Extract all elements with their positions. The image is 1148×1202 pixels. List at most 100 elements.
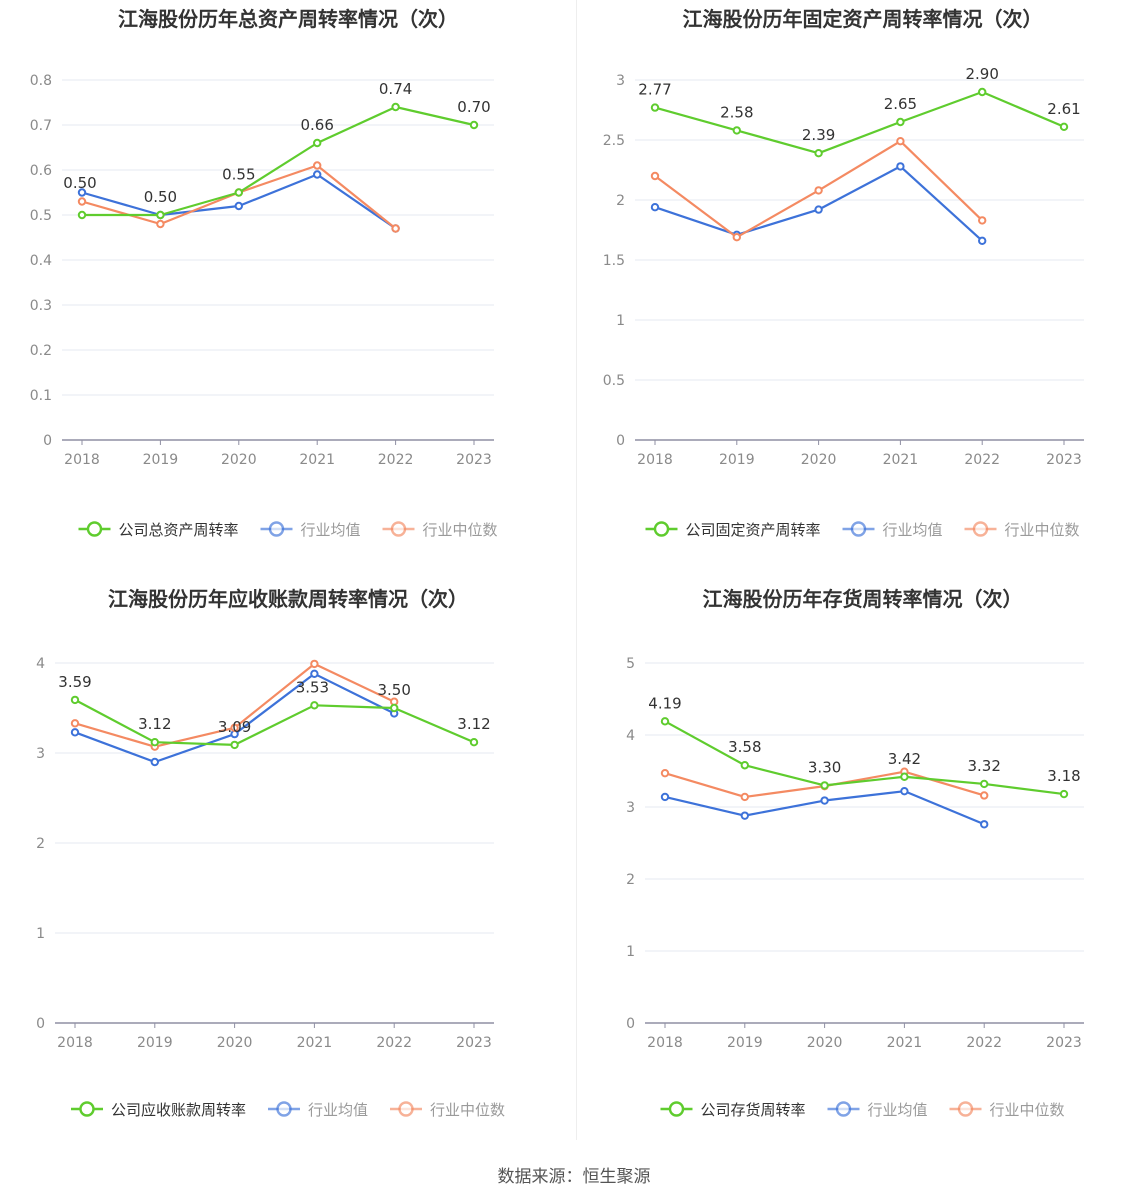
y-tick-label: 0 xyxy=(43,433,52,449)
y-tick-label: 0.6 xyxy=(30,163,52,179)
legend-item-average[interactable]: 行业均值 xyxy=(260,521,361,539)
legend-item-company[interactable]: 公司应收账款周转率 xyxy=(71,1101,246,1119)
legend-label: 公司应收账款周转率 xyxy=(111,1101,246,1119)
y-tick-label: 1.5 xyxy=(603,253,625,269)
chart-total-asset-turnover-svg: 江海股份历年总资产周转率情况（次）00.10.20.30.40.50.60.70… xyxy=(30,7,498,539)
x-tick-label: 2021 xyxy=(299,452,335,468)
y-tick-label: 0.5 xyxy=(30,208,52,224)
data-point-average xyxy=(70,728,80,737)
data-point-average xyxy=(313,170,322,179)
series-line-average xyxy=(654,165,983,242)
data-point-median xyxy=(77,197,87,206)
data-point-company xyxy=(313,138,322,148)
legend-item-median[interactable]: 行业中位数 xyxy=(382,521,498,539)
data-point-company xyxy=(469,738,479,747)
data-point-median xyxy=(980,791,989,800)
legend-marker-circle xyxy=(972,521,989,537)
data-label: 2.90 xyxy=(965,65,998,83)
legend-item-company[interactable]: 公司固定资产周转率 xyxy=(645,521,821,539)
legend-item-company[interactable]: 公司存货周转率 xyxy=(660,1101,806,1119)
x-tick-label: 2022 xyxy=(378,452,414,468)
data-point-company xyxy=(469,120,479,130)
data-point-average xyxy=(820,796,829,805)
data-point-average xyxy=(650,203,660,212)
chart-title: 江海股份历年应收账款周转率情况（次） xyxy=(108,587,468,611)
data-label: 2.65 xyxy=(884,95,917,113)
series-line-company xyxy=(664,720,1065,796)
data-point-company xyxy=(391,102,400,112)
data-label: 2.61 xyxy=(1047,100,1080,118)
x-tick-label: 2019 xyxy=(137,1035,173,1051)
y-tick-label: 2 xyxy=(36,836,45,852)
data-label: 3.50 xyxy=(377,681,410,699)
legend-item-average[interactable]: 行业均值 xyxy=(842,521,943,539)
chart-title: 江海股份历年存货周转率情况（次） xyxy=(703,587,1023,611)
legend-item-median[interactable]: 行业中位数 xyxy=(390,1101,505,1119)
legend-item-median[interactable]: 行业中位数 xyxy=(964,521,1080,539)
data-point-median xyxy=(814,186,823,195)
y-tick-label: 1 xyxy=(616,313,625,329)
y-tick-label: 3 xyxy=(616,73,625,89)
data-point-median xyxy=(313,161,322,170)
data-point-company xyxy=(980,779,989,789)
legend-label: 行业均值 xyxy=(308,1101,368,1119)
y-tick-label: 1 xyxy=(626,944,635,960)
legend-marker-circle xyxy=(86,521,103,537)
data-point-company xyxy=(234,188,244,197)
x-tick-label: 2021 xyxy=(887,1035,923,1051)
y-tick-label: 3 xyxy=(36,746,45,762)
legend-label: 行业均值 xyxy=(883,521,943,539)
legend-label: 行业中位数 xyxy=(1005,521,1080,539)
data-label: 3.18 xyxy=(1047,767,1080,785)
data-point-median xyxy=(896,137,905,146)
y-tick-label: 0.1 xyxy=(30,388,52,404)
x-tick-label: 2020 xyxy=(217,1035,253,1051)
data-label: 3.30 xyxy=(808,758,841,776)
legend-item-median[interactable]: 行业中位数 xyxy=(949,1101,1065,1119)
legend-label: 行业中位数 xyxy=(990,1101,1065,1119)
data-point-company xyxy=(740,761,750,770)
legend-item-company[interactable]: 公司总资产周转率 xyxy=(78,521,239,539)
data-point-average xyxy=(980,820,989,829)
data-label: 0.50 xyxy=(63,174,96,192)
chart-fixed-asset-turnover: 江海股份历年固定资产周转率情况（次） 0 0.5 1 1.5 2 2.5 3 2018 2019 2… xyxy=(577,0,1148,560)
data-point-company xyxy=(896,117,905,127)
data-point-median xyxy=(740,792,750,802)
y-tick-label: 5 xyxy=(626,656,635,672)
legend-label: 行业中位数 xyxy=(423,521,498,539)
data-point-company xyxy=(732,126,742,135)
data-point-average xyxy=(77,188,87,197)
y-tick-label: 4 xyxy=(36,656,45,672)
legend-item-average[interactable]: 行业均值 xyxy=(827,1101,928,1119)
data-label: 2.77 xyxy=(638,81,671,99)
column-divider xyxy=(576,0,577,1140)
legend-label: 行业均值 xyxy=(868,1101,928,1119)
data-label: 0.70 xyxy=(457,98,490,116)
y-tick-label: 2 xyxy=(626,872,635,888)
data-label: 3.12 xyxy=(457,715,490,733)
y-tick-label: 3 xyxy=(626,800,635,816)
legend-marker-circle xyxy=(668,1101,685,1117)
legend-label: 行业中位数 xyxy=(430,1101,505,1119)
legend-item-average[interactable]: 行业均值 xyxy=(268,1101,368,1119)
y-tick-label: 0.4 xyxy=(30,253,52,269)
x-tick-label: 2019 xyxy=(727,1035,763,1051)
data-point-average xyxy=(234,201,244,211)
data-point-median xyxy=(230,723,239,733)
data-label: 3.58 xyxy=(728,738,761,756)
data-point-average xyxy=(660,792,670,802)
data-label: 0.55 xyxy=(222,166,255,184)
x-tick-label: 2019 xyxy=(143,452,179,468)
chart-title: 江海股份历年总资产周转率情况（次） xyxy=(118,7,458,31)
y-tick-label: 0 xyxy=(36,1016,45,1032)
data-label: 4.19 xyxy=(648,694,681,712)
chart-fixed-asset-turnover-svg: 江海股份历年固定资产周转率情况（次） 0 0.5 1 1.5 2 2.5 3 2018 2019 2… xyxy=(603,7,1084,539)
legend-marker-circle xyxy=(79,1101,95,1117)
data-label: 3.12 xyxy=(138,715,171,733)
x-tick-label: 2018 xyxy=(637,452,673,468)
data-point-median xyxy=(391,224,400,233)
data-label: 3.32 xyxy=(967,757,1000,775)
y-tick-label: 0.2 xyxy=(30,343,52,359)
x-tick-label: 2021 xyxy=(883,452,919,468)
data-point-company xyxy=(156,210,165,220)
